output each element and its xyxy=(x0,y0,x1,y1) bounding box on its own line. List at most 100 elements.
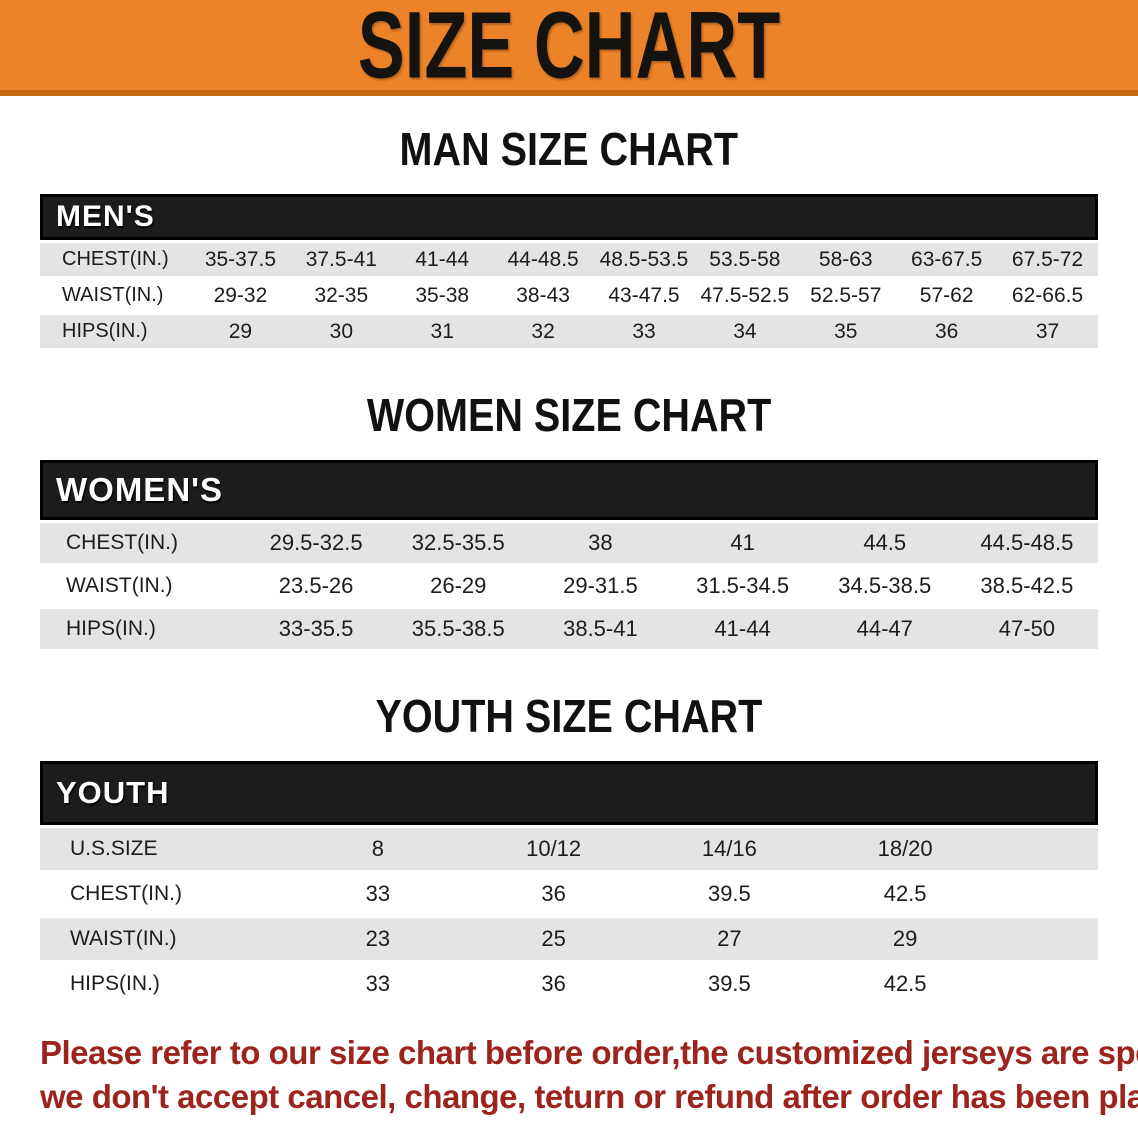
measurement-value: 63-67.5 xyxy=(911,247,983,271)
table-row: HIPS(IN.) 29 30 31 32 33 34 35 36 37 xyxy=(40,315,1098,348)
table-header-label: MEN'S xyxy=(56,200,155,233)
measurement-value: 35-38 xyxy=(415,283,470,307)
size-column-header: 6XL xyxy=(1027,203,1069,230)
women-size-chart-heading-text: WOMEN SIZE CHART xyxy=(366,389,772,441)
row-label: CHEST(IN.) xyxy=(70,882,182,905)
measurement-value: 35-37.5 xyxy=(204,247,277,271)
measurement-value: 37.5-41 xyxy=(305,247,377,271)
measurement-value: 43-47.5 xyxy=(608,283,680,307)
measurement-value: 32-35 xyxy=(314,283,369,307)
measurement-value: 27 xyxy=(717,926,742,951)
measurement-value: 26-29 xyxy=(430,573,487,598)
measurement-value: 38.5-42.5 xyxy=(980,573,1074,598)
measurement-value: 44.5 xyxy=(863,530,907,555)
measurement-value: 57-62 xyxy=(919,283,974,307)
size-column-header: S xyxy=(232,203,249,230)
measurement-value: 44.5-48.5 xyxy=(980,530,1074,555)
row-label: HIPS(IN.) xyxy=(66,617,156,640)
row-label: CHEST(IN.) xyxy=(66,531,178,554)
measurement-value: 29 xyxy=(892,926,918,951)
row-label: U.S.SIZE xyxy=(70,837,158,860)
size-column-header: 3XL xyxy=(724,203,766,230)
size-column-header: M xyxy=(589,474,612,505)
measurement-value: 47-50 xyxy=(998,616,1056,641)
measurement-value: 29 xyxy=(228,319,253,343)
youth-size-chart-heading: YOUTH SIZE CHART xyxy=(0,689,1138,743)
measurement-value: 38-43 xyxy=(516,283,570,307)
measurement-value: 32.5-35.5 xyxy=(411,530,505,555)
table-header-row: YOUTH YTH S YTH M YTH L YTH XL xyxy=(40,761,1098,825)
measurement-value: 23 xyxy=(365,926,391,951)
measurement-value: 14/16 xyxy=(701,836,757,861)
size-column-header: 5XL xyxy=(926,203,968,230)
measurement-value: 37 xyxy=(1035,319,1060,343)
row-label: HIPS(IN.) xyxy=(70,972,160,995)
measurement-value: 41 xyxy=(730,530,755,555)
size-column-header: XS xyxy=(298,474,335,505)
size-column-header: XL xyxy=(529,203,558,230)
table-row: CHEST(IN.) 35-37.5 37.5-41 41-44 44-48.5 48.5… xyxy=(40,243,1098,276)
man-size-chart-heading-text: MAN SIZE CHART xyxy=(399,123,739,175)
measurement-value: 29-31.5 xyxy=(563,573,638,598)
measurement-value: 53.5-58 xyxy=(709,247,781,271)
measurement-value: 35.5-38.5 xyxy=(411,616,505,641)
measurement-value: 41-44 xyxy=(415,247,470,271)
measurement-value: 23.5-26 xyxy=(278,573,354,598)
table-row: WAIST(IN.) 23 25 27 29 xyxy=(40,918,1098,960)
measurement-value: 31.5-34.5 xyxy=(696,573,790,598)
size-column-header: XL xyxy=(868,474,902,505)
measurement-value: 33-35.5 xyxy=(278,616,354,641)
measurement-value: 38 xyxy=(588,530,613,555)
mens-size-table: MEN'S S M L XL 2XL 3XL 4XL 5XL 6XL CHEST(IN.) 35-37… xyxy=(40,194,1098,348)
measurement-value: 42.5 xyxy=(883,971,927,996)
measurement-value: 41-44 xyxy=(714,616,771,641)
measurement-value: 47.5-52.5 xyxy=(700,283,790,307)
size-column-header: M xyxy=(331,203,351,230)
women-size-chart-heading: WOMEN SIZE CHART xyxy=(0,388,1138,442)
measurement-value: 33 xyxy=(365,971,391,996)
measurement-value: 25 xyxy=(541,926,566,951)
size-column-header: L xyxy=(735,474,751,505)
man-size-chart-heading: MAN SIZE CHART xyxy=(0,122,1138,176)
row-label: WAIST(IN.) xyxy=(66,574,173,597)
banner-title: SIZE CHART xyxy=(357,0,781,98)
disclaimer-line-2: we don't accept cancel, change, teturn o… xyxy=(40,1077,1138,1115)
measurement-value: 32 xyxy=(531,319,555,343)
row-label: WAIST(IN.) xyxy=(70,927,177,950)
table-row: WAIST(IN.) 29-32 32-35 35-38 38-43 43-47.5 47.… xyxy=(40,279,1098,312)
womens-size-table: WOMEN'S XS S M L XL XXL CHEST(IN.) 29.5-32.5 32.5… xyxy=(40,460,1098,649)
measurement-value: 31 xyxy=(430,319,454,343)
table-header-row: MEN'S S M L XL 2XL 3XL 4XL 5XL 6XL xyxy=(40,194,1098,240)
size-column-header: YTH XL xyxy=(857,777,953,808)
measurement-value: 42.5 xyxy=(883,881,927,906)
measurement-value: 58-63 xyxy=(818,247,873,271)
size-column-header: S xyxy=(449,474,468,505)
table-header-label: WOMEN'S xyxy=(56,471,224,508)
table-header-label: YOUTH xyxy=(56,775,170,810)
measurement-value: 52.5-57 xyxy=(810,283,882,307)
size-column-header: 2XL xyxy=(623,203,665,230)
measurement-value: 30 xyxy=(329,319,353,343)
measurement-value: 35 xyxy=(834,319,858,343)
measurement-value: 39.5 xyxy=(707,971,751,996)
size-column-header: XXL xyxy=(1001,474,1053,505)
measurement-value: 36 xyxy=(934,319,959,343)
size-column-header: YTH M xyxy=(511,777,596,808)
measurement-value: 38.5-41 xyxy=(563,616,638,641)
measurement-value: 48.5-53.5 xyxy=(599,247,689,271)
measurement-value: 44-48.5 xyxy=(507,247,579,271)
measurement-value: 34 xyxy=(733,319,757,343)
size-chart-banner: SIZE CHART xyxy=(0,0,1138,98)
row-label: CHEST(IN.) xyxy=(62,248,169,270)
table-row: HIPS(IN.) 33 36 39.5 42.5 xyxy=(40,963,1098,1005)
measurement-value: 34.5-38.5 xyxy=(838,573,932,598)
measurement-value: 18/20 xyxy=(877,836,933,861)
disclaimer-line-1: Please refer to our size chart before or… xyxy=(40,1034,1138,1071)
size-column-header: L xyxy=(435,203,449,230)
measurement-value: 8 xyxy=(371,836,384,861)
measurement-value: 39.5 xyxy=(707,881,751,906)
table-header-row: WOMEN'S XS S M L XL XXL xyxy=(40,460,1098,520)
measurement-value: 67.5-72 xyxy=(1011,247,1084,271)
table-row: CHEST(IN.) 33 36 39.5 42.5 xyxy=(40,873,1098,915)
measurement-value: 10/12 xyxy=(526,836,582,861)
